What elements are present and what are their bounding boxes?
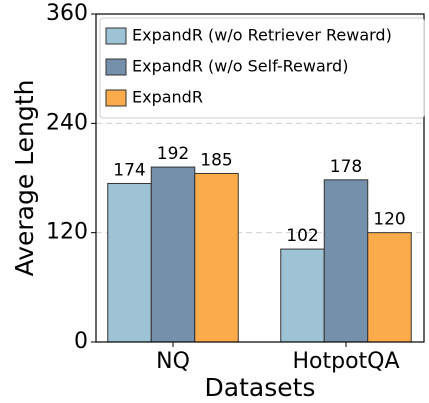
x-tick-label: HotpotQA (292, 349, 399, 374)
bar (150, 166, 196, 343)
legend-text: ExpandR (w/o Retriever Reward) (132, 26, 392, 45)
y-tick-label: 360 (46, 1, 88, 26)
legend-swatch (105, 89, 127, 107)
bar (194, 172, 239, 343)
legend-swatch (105, 58, 127, 76)
x-tick-label: NQ (156, 349, 190, 374)
y-tick-label: 0 (74, 329, 88, 354)
value-label: 102 (286, 226, 318, 246)
y-tick-label: 120 (46, 220, 88, 245)
plot-frame (95, 13, 425, 343)
y-axis-label: Average Length (10, 80, 39, 277)
bar (323, 179, 369, 343)
value-label: 174 (113, 160, 145, 180)
legend-swatch (105, 27, 127, 45)
legend-text: ExpandR (w/o Self-Reward) (132, 57, 348, 76)
bar (280, 248, 325, 343)
value-label: 192 (157, 144, 189, 164)
bar (367, 232, 412, 343)
value-label: 178 (330, 157, 362, 177)
x-axis-label: Datasets (205, 373, 316, 402)
value-label: 120 (373, 210, 405, 230)
legend-box (99, 17, 425, 119)
legend-text: ExpandR (132, 88, 203, 107)
value-label: 185 (200, 150, 232, 170)
y-tick-label: 240 (46, 110, 88, 135)
bar (107, 182, 152, 343)
